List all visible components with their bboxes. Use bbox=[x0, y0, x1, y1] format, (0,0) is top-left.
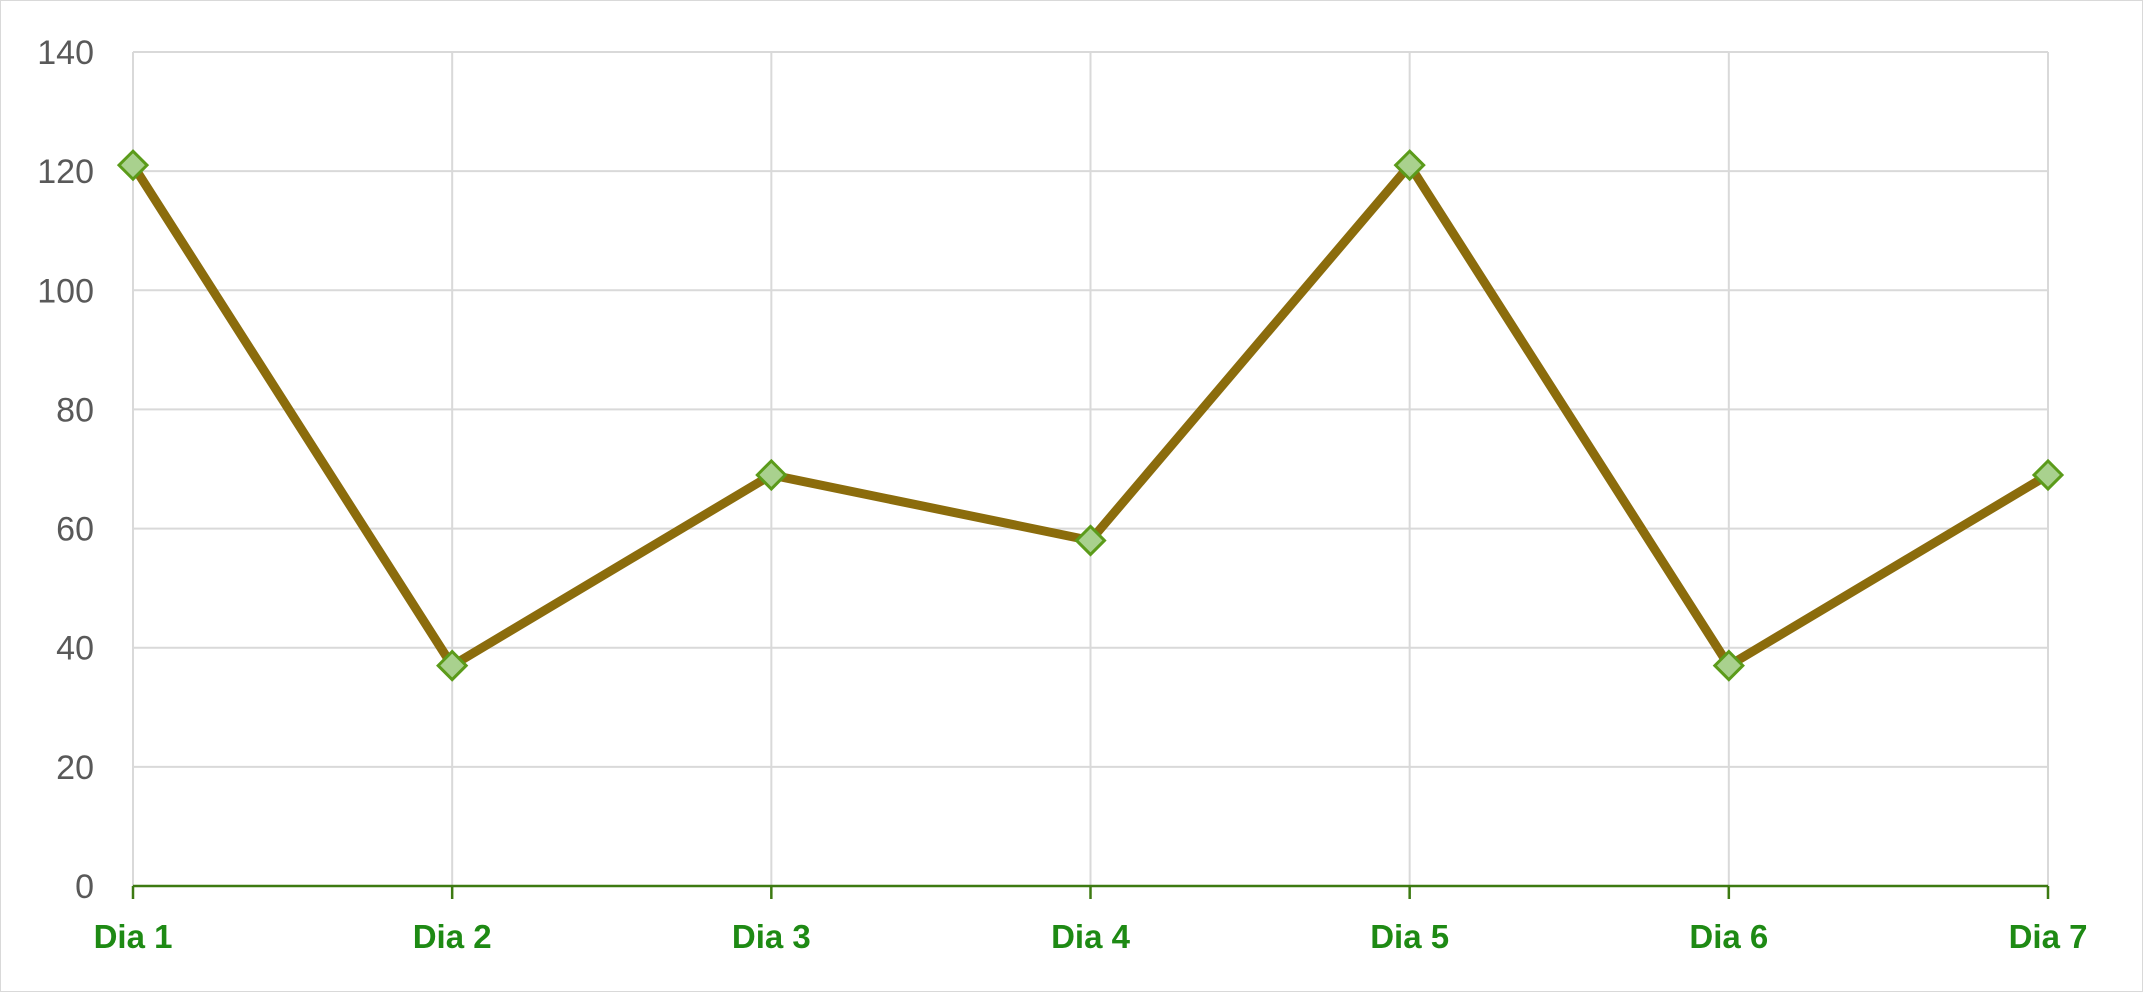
data-point-marker bbox=[116, 149, 150, 182]
y-tick-label: 60 bbox=[56, 511, 94, 549]
y-tick-label: 120 bbox=[37, 153, 94, 191]
y-axis-tick-labels: 0 20 40 60 80 100 120 140 bbox=[37, 34, 94, 906]
x-tick-label: Dia 5 bbox=[1370, 918, 1449, 955]
data-point-marker bbox=[436, 649, 469, 682]
x-tick-label: Dia 7 bbox=[2009, 918, 2088, 955]
x-tick-label: Dia 4 bbox=[1051, 918, 1131, 955]
marker-layer bbox=[116, 149, 2065, 682]
vertical-gridlines bbox=[132, 52, 2049, 886]
data-point-marker bbox=[2031, 458, 2065, 492]
y-tick-label: 100 bbox=[37, 272, 94, 310]
y-tick-label: 0 bbox=[75, 868, 94, 906]
x-axis-tick-labels: Dia 1 Dia 2 Dia 3 Dia 4 Dia 5 Dia 6 Dia 7 bbox=[94, 918, 2088, 955]
data-point-marker bbox=[1393, 149, 1426, 182]
y-tick-label: 80 bbox=[56, 391, 94, 429]
y-tick-label: 20 bbox=[56, 749, 94, 787]
x-tick-label: Dia 1 bbox=[94, 918, 173, 955]
x-tick-label: Dia 2 bbox=[413, 918, 492, 955]
x-axis bbox=[131, 884, 2050, 899]
data-point-marker bbox=[755, 458, 788, 492]
x-tick-label: Dia 3 bbox=[732, 918, 811, 955]
data-point-marker bbox=[1074, 524, 1107, 557]
x-tick-label: Dia 6 bbox=[1689, 918, 1768, 955]
data-point-marker bbox=[1712, 649, 1745, 682]
y-tick-label: 40 bbox=[56, 630, 94, 668]
y-tick-label: 140 bbox=[37, 34, 94, 72]
